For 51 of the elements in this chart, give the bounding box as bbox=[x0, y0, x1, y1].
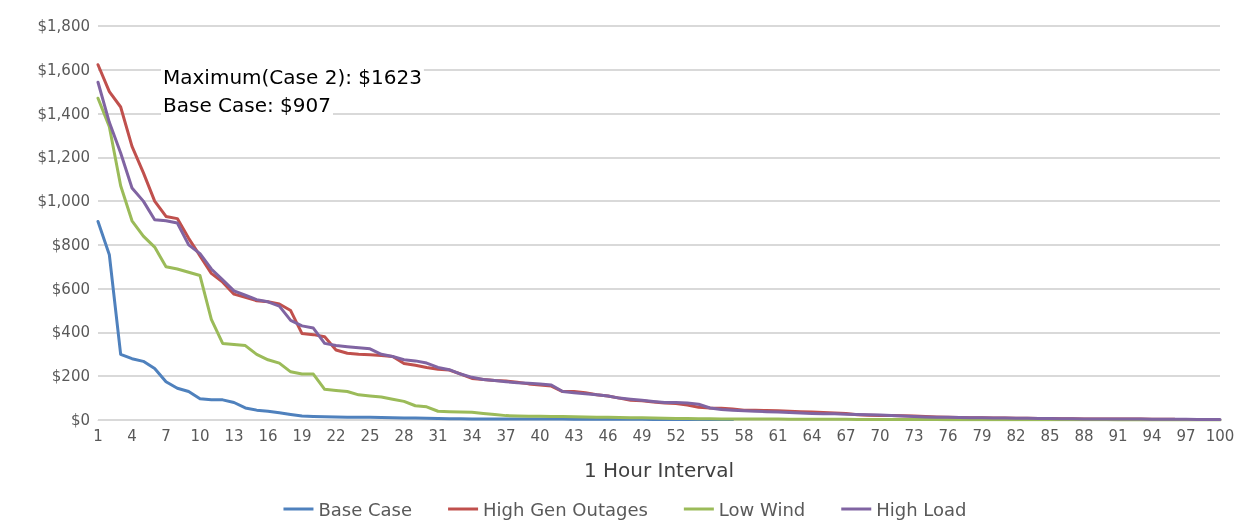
x-tick-label: 76 bbox=[938, 426, 958, 445]
legend-label: Low Wind bbox=[718, 498, 806, 520]
x-tick-label: 58 bbox=[734, 426, 754, 445]
y-tick-label: $1,600 bbox=[37, 60, 90, 79]
y-tick-label: $1,000 bbox=[37, 192, 90, 211]
x-tick-label: 88 bbox=[1074, 426, 1094, 445]
y-tick-label: $0 bbox=[70, 411, 90, 429]
x-tick-label: 85 bbox=[1040, 426, 1060, 445]
x-tick-label: 7 bbox=[161, 426, 171, 445]
x-axis-title: 1 Hour Interval bbox=[583, 458, 735, 482]
x-tick-label: 40 bbox=[530, 426, 550, 445]
x-tick-label: 67 bbox=[836, 426, 856, 445]
y-tick-label: $200 bbox=[51, 367, 90, 386]
y-tick-label: $1,200 bbox=[37, 148, 90, 167]
legend-label: Base Case bbox=[318, 498, 413, 520]
x-tick-label: 82 bbox=[1006, 426, 1026, 445]
legend-label: High Gen Outages bbox=[483, 498, 648, 520]
y-tick-label: $600 bbox=[51, 279, 90, 298]
annotation: Maximum(Case 2): $1623 bbox=[163, 65, 422, 89]
x-tick-label: 13 bbox=[224, 426, 244, 445]
x-tick-label: 49 bbox=[632, 426, 652, 445]
x-tick-label: 61 bbox=[768, 426, 788, 445]
x-tick-label: 43 bbox=[564, 426, 584, 445]
x-tick-label: 52 bbox=[666, 426, 686, 445]
x-tick-label: 79 bbox=[972, 426, 992, 445]
x-tick-label: 31 bbox=[428, 426, 448, 445]
x-tick-label: 97 bbox=[1176, 426, 1196, 445]
x-tick-label: 100 bbox=[1205, 426, 1235, 445]
x-tick-label: 46 bbox=[598, 426, 618, 445]
y-tick-label: $400 bbox=[51, 323, 90, 342]
x-tick-label: 10 bbox=[190, 426, 210, 445]
x-tick-label: 34 bbox=[462, 426, 482, 445]
x-tick-label: 1 bbox=[93, 426, 103, 445]
x-tick-label: 28 bbox=[394, 426, 414, 445]
x-tick-label: 55 bbox=[700, 426, 720, 445]
y-tick-label: $1,800 bbox=[37, 17, 90, 35]
y-tick-label: $1,400 bbox=[37, 104, 90, 123]
y-tick-label: $800 bbox=[51, 235, 90, 254]
x-tick-label: 94 bbox=[1142, 426, 1162, 445]
x-tick-label: 25 bbox=[360, 426, 380, 445]
x-tick-label: 73 bbox=[904, 426, 924, 445]
x-tick-label: 91 bbox=[1108, 426, 1128, 445]
x-tick-label: 37 bbox=[496, 426, 516, 445]
x-tick-label: 64 bbox=[802, 426, 822, 445]
x-tick-label: 70 bbox=[870, 426, 890, 445]
x-tick-label: 4 bbox=[127, 426, 137, 445]
x-tick-label: 19 bbox=[292, 426, 312, 445]
x-tick-label: 16 bbox=[258, 426, 278, 445]
legend-label: High Load bbox=[876, 498, 967, 520]
annotation: Base Case: $907 bbox=[163, 93, 331, 117]
x-tick-label: 22 bbox=[326, 426, 346, 445]
